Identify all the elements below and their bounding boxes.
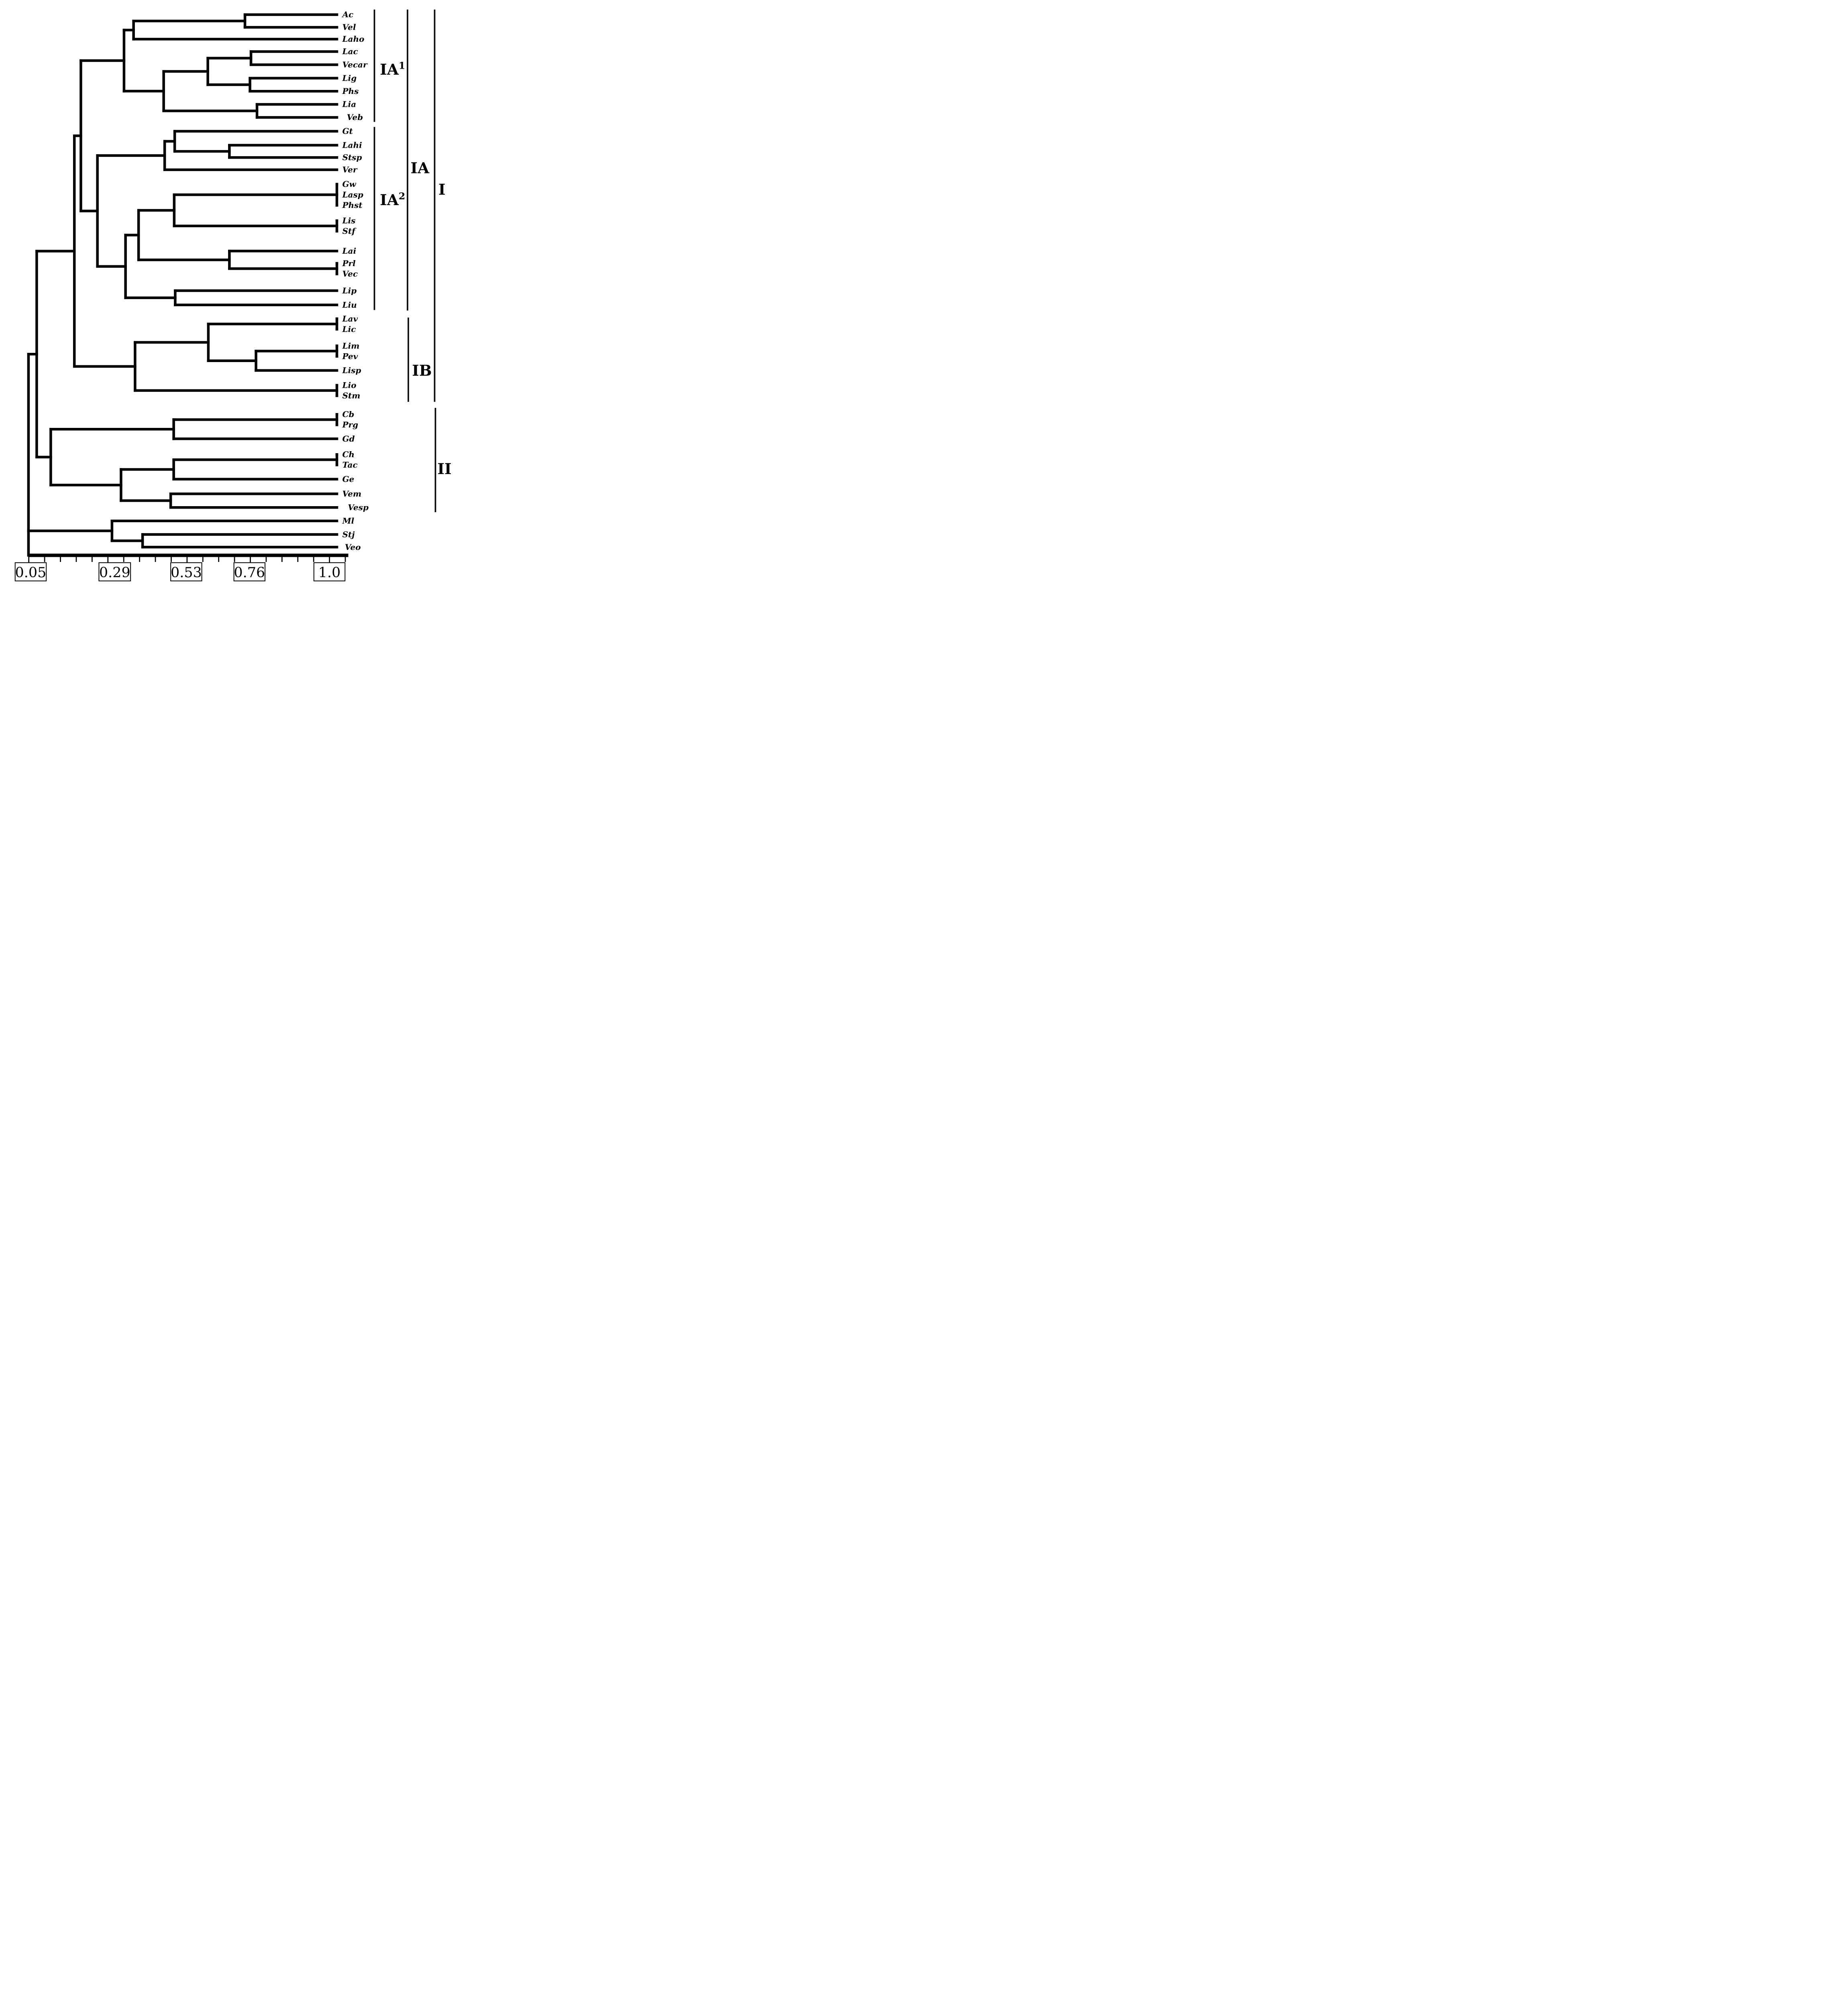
leaf-label-Stj: Stj [342,529,355,539]
leaf-label-Ge: Ge [342,474,355,484]
leaf-label-Stsp: Stsp [342,153,362,162]
group-label-base: IA [380,191,399,209]
group-label-base: I [438,181,446,198]
group-label-base: II [438,460,452,478]
group-label-base: IA [380,61,399,78]
leaf-label-Lac: Lac [342,47,358,56]
leaf-label-Lav: Lav [342,314,358,324]
group-label-II: II [438,460,452,478]
scale-box-0.76 [233,562,266,582]
leaf-label-Vesp: Vesp [348,503,369,512]
scale-value-0.05: 0.05 [15,565,47,581]
leaf-label-Lis: Lis [342,216,356,226]
leaf-label-Lio: Lio [342,381,357,390]
leaf-label-Lia: Lia [342,100,357,109]
group-label-I: I [438,181,446,198]
dendrogram-figure: Ac Vel Laho Lac Vecar Lig Phs Lia Veb Gt Lahi Stsp V… [0,0,462,601]
leaf-label-Cb: Cb [342,409,355,419]
leaf-label-Prl: Prl [342,259,356,268]
scale-box-1.0 [313,562,346,582]
group-label-superscript: 2 [399,191,405,202]
group-label-base: IB [412,362,432,379]
leaf-label-Phs: Phs [342,86,359,96]
leaf-label-Vel: Vel [342,22,356,32]
scale-value-0.29: 0.29 [99,565,130,581]
leaf-label-Lasp: Lasp [342,190,363,199]
leaf-label-Lig: Lig [342,73,357,83]
group-label-IA2: IA2 [380,191,405,209]
scale-value-0.53: 0.53 [171,565,202,581]
group-label-base: IA [411,159,430,177]
leaf-label-Gw: Gw [342,179,357,189]
group-label-IB: IB [412,362,432,379]
leaf-label-Vec: Vec [342,269,358,279]
leaf-label-Stf: Stf [342,226,357,236]
leaf-label-Gt: Gt [342,126,353,136]
group-label-IA: IA [411,159,430,177]
scale-box-0.29 [98,562,131,582]
leaf-label-Veo: Veo [345,542,361,552]
leaf-label-Lic: Lic [342,324,356,334]
leaf-label-Pev: Pev [342,351,358,361]
leaf-label-Ac: Ac [342,10,354,19]
scale-box-0.05 [14,562,47,582]
scale-value-0.76: 0.76 [234,565,265,581]
dendrogram-canvas: Ac Vel Laho Lac Vecar Lig Phs Lia Veb Gt Lahi Stsp V… [14,9,452,582]
leaf-label-Lim: Lim [342,341,360,350]
group-label-IA1: IA1 [380,60,405,78]
leaf-label-Vecar: Vecar [342,60,368,69]
leaf-label-Stm: Stm [342,391,361,401]
leaf-label-Lai: Lai [342,246,357,256]
leaf-label-Veb: Veb [347,112,363,122]
leaf-label-Ch: Ch [342,450,355,459]
leaf-label-Vem: Vem [342,489,362,499]
leaf-label-Laho: Laho [342,34,365,44]
leaf-label-Lisp: Lisp [342,366,361,375]
scale-box-0.53 [170,562,202,582]
scale-value-1.0: 1.0 [318,565,341,581]
leaf-label-Lahi: Lahi [342,140,362,150]
leaf-label-Phst: Phst [342,200,363,210]
leaf-label-Prg: Prg [342,420,359,429]
leaf-label-Tac: Tac [342,460,358,470]
leaf-label-Ml: Ml [342,516,355,526]
leaf-label-Liu: Liu [342,300,357,309]
group-label-superscript: 1 [399,60,405,71]
leaf-label-Gd: Gd [342,434,355,444]
leaf-label-Ver: Ver [342,165,358,175]
leaf-label-Lip: Lip [342,286,357,295]
